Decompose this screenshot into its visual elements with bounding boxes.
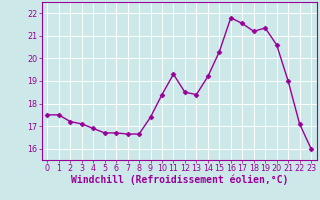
X-axis label: Windchill (Refroidissement éolien,°C): Windchill (Refroidissement éolien,°C)	[70, 175, 288, 185]
